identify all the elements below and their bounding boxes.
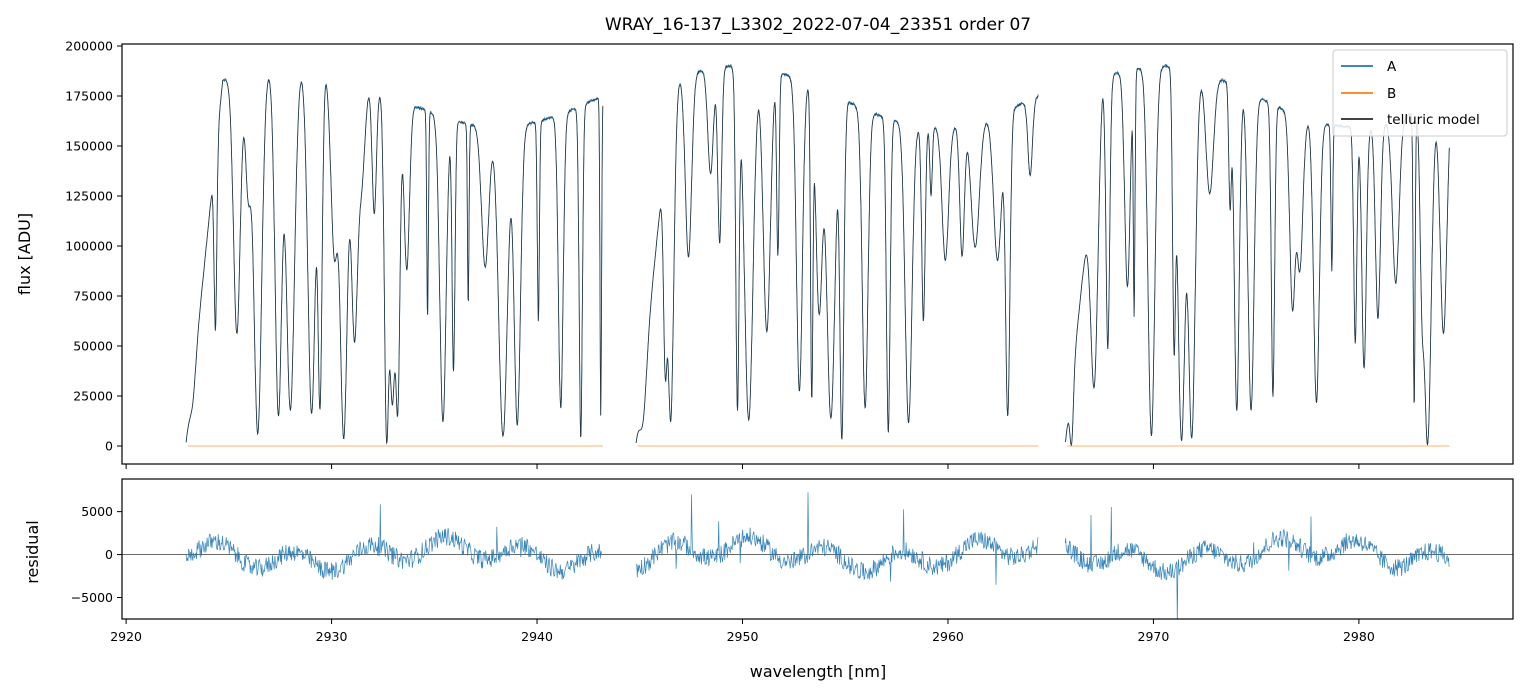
flux-y-tick-label: 125000 [65, 189, 113, 204]
chart-title: WRAY_16-137_L3302_2022-07-04_23351 order… [605, 15, 1031, 35]
legend: A B telluric model [1332, 49, 1508, 137]
legend-box [1332, 49, 1508, 137]
flux-axes-frame [121, 43, 1514, 465]
flux-x-ticks [125, 464, 1360, 469]
x-tick-label: 2950 [727, 629, 759, 644]
x-tick-label: 2960 [932, 629, 964, 644]
residual-plot-area [122, 492, 1513, 619]
residual-line [185, 492, 1450, 619]
flux-y-tick-label: 75000 [73, 289, 113, 304]
legend-label-a: A [1387, 59, 1397, 75]
legend-label-telluric: telluric model [1387, 112, 1480, 128]
flux-plot-area [185, 63, 1450, 447]
series-a-line [185, 63, 1450, 447]
x-tick-label: 2940 [521, 629, 553, 644]
residual-x-ticks: 2920 2930 2940 2950 2960 2970 2980 [110, 619, 1375, 644]
flux-y-tick-label: 25000 [73, 389, 113, 404]
flux-y-tick-label: 0 [105, 439, 113, 454]
residual-y-label: residual [23, 520, 42, 583]
flux-y-tick-label: 100000 [65, 239, 113, 254]
residual-y-tick-label: −5000 [71, 590, 113, 605]
flux-y-ticks: 0 25000 50000 75000 100000 125000 150000 175000… [65, 39, 122, 454]
flux-y-tick-label: 50000 [73, 339, 113, 354]
residual-y-ticks: −5000 0 5000 [71, 504, 122, 605]
x-tick-label: 2930 [316, 629, 348, 644]
x-tick-label: 2980 [1343, 629, 1375, 644]
residual-y-tick-label: 0 [105, 547, 113, 562]
flux-y-tick-label: 150000 [65, 139, 113, 154]
flux-y-tick-label: 175000 [65, 89, 113, 104]
legend-label-b: B [1387, 86, 1396, 102]
flux-y-label: flux [ADU] [15, 213, 34, 295]
telluric-model-line [185, 65, 1450, 447]
residual-axes-frame [121, 478, 1514, 620]
x-axis-label: wavelength [nm] [750, 662, 887, 681]
x-tick-label: 2970 [1138, 629, 1170, 644]
residual-y-tick-label: 5000 [81, 504, 113, 519]
flux-y-tick-label: 200000 [65, 39, 113, 54]
x-tick-label: 2920 [110, 629, 142, 644]
